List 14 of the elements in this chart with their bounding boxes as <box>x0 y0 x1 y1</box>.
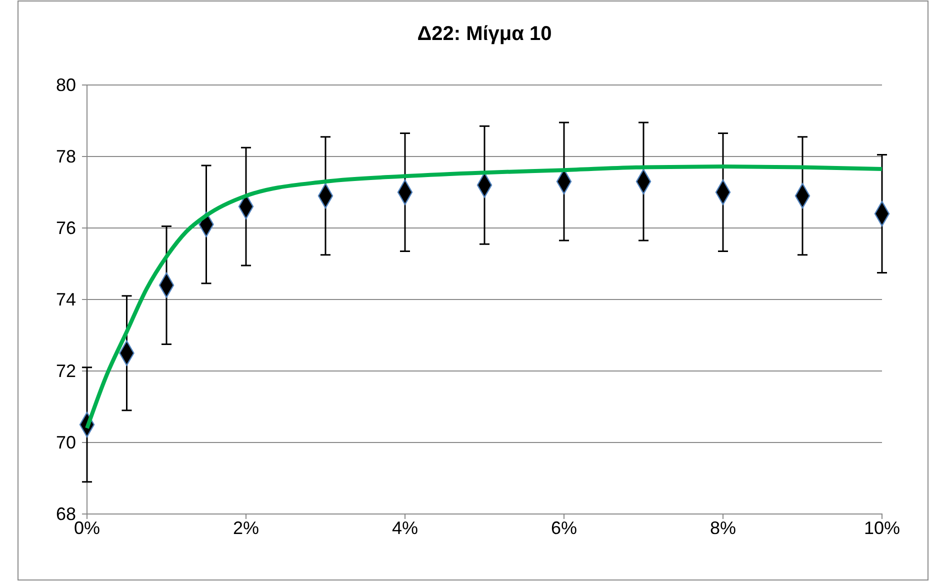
x-tick-label: 10% <box>864 518 900 538</box>
y-tick-label: 68 <box>56 504 76 524</box>
y-tick-label: 74 <box>56 289 76 310</box>
chart-title: Δ22: Μίγμα 10 <box>417 23 552 45</box>
x-tick-label: 4% <box>392 518 418 538</box>
y-tick-label: 72 <box>56 360 76 381</box>
y-tick-label: 80 <box>56 74 76 95</box>
y-tick-label: 70 <box>56 432 76 452</box>
y-tick-label: 76 <box>56 218 76 238</box>
x-tick-label: 0% <box>74 518 100 538</box>
x-tick-label: 6% <box>550 518 578 538</box>
x-tick-label: 2% <box>232 518 260 538</box>
x-tick-label: 8% <box>710 518 736 538</box>
y-tick-label: 78 <box>56 146 76 166</box>
